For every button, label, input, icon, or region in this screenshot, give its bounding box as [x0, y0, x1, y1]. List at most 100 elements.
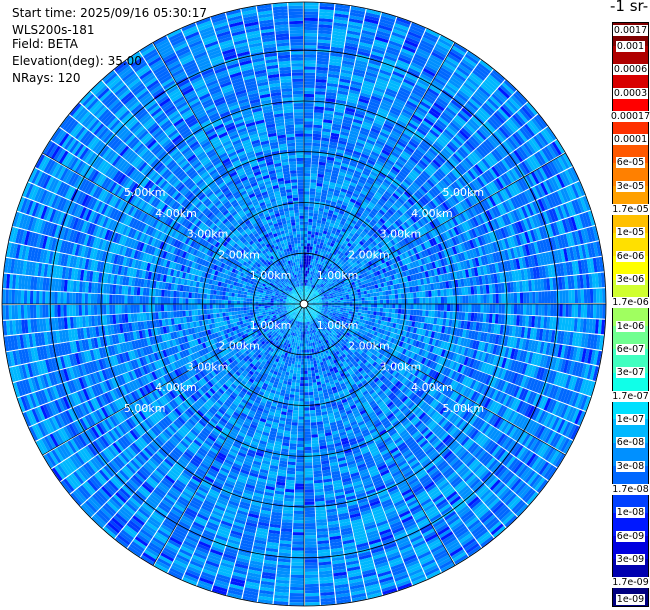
- range-ring-label: 4.00km: [411, 207, 453, 220]
- ray: [304, 126, 557, 304]
- ray: [12, 211, 304, 304]
- range-ring-grid: [1, 1, 607, 607]
- ray: [304, 304, 606, 335]
- ray: [241, 5, 304, 304]
- ray: [91, 304, 304, 529]
- ray: [2, 304, 304, 320]
- range-ring-label: 2.00km: [218, 249, 260, 262]
- azimuth-spoke: [152, 303, 305, 566]
- ray: [210, 12, 304, 304]
- ray: [304, 256, 605, 304]
- ray: [304, 69, 506, 304]
- elevation-text: Elevation(deg): 35.00: [12, 54, 142, 68]
- colorbar-tick-label: 1e-07: [615, 413, 646, 425]
- ray: [304, 195, 591, 304]
- ray: [304, 304, 482, 557]
- colorbar-swatch: [613, 69, 648, 94]
- range-ring-label: 2.00km: [218, 340, 260, 353]
- nrays-text: NRays: 120: [12, 71, 81, 85]
- start-time-text: Start time: 2025/09/16 05:30:17: [12, 6, 207, 20]
- ray: [304, 90, 528, 304]
- ray: [304, 304, 352, 605]
- ray: [304, 304, 442, 580]
- range-ring-label: 1.00km: [250, 269, 292, 282]
- ray: [90, 80, 304, 304]
- ray: [182, 304, 304, 586]
- ray: [28, 304, 304, 442]
- range-ring-label: 4.00km: [155, 381, 197, 394]
- ray: [304, 304, 336, 606]
- range-ring-label: 4.00km: [411, 381, 453, 394]
- ray: [154, 304, 304, 574]
- range-ring-label: 2.00km: [348, 340, 390, 353]
- ray: [304, 304, 427, 586]
- azimuth-spoke: [303, 303, 566, 456]
- range-ring-label: 3.00km: [187, 228, 229, 241]
- ray: [304, 304, 367, 603]
- ray: [304, 2, 319, 304]
- azimuth-spoke: [303, 42, 456, 305]
- ray: [226, 304, 304, 600]
- ray: [43, 304, 304, 469]
- colorbar-tick-label: 6e-09: [615, 530, 646, 542]
- colorbar-tick-label: 3e-08: [615, 460, 646, 472]
- ray: [304, 181, 586, 304]
- ray: [304, 241, 603, 304]
- colorbar-tick-label: 1.7e-05: [611, 204, 650, 216]
- ray: [8, 226, 304, 304]
- ray: [2, 289, 304, 304]
- range-ring-label: 5.00km: [124, 402, 166, 415]
- ray: [50, 127, 304, 304]
- ray: [304, 28, 441, 304]
- ray: [304, 139, 565, 304]
- ray: [304, 210, 596, 304]
- ray: [304, 2, 335, 304]
- ray: [289, 304, 304, 606]
- range-ring-label: 3.00km: [187, 360, 229, 373]
- colorbar-tick-label: 0.00017: [609, 110, 650, 122]
- colorbar-tick-label: 0.0017: [612, 24, 649, 36]
- field-text: Field: BETA: [12, 37, 78, 51]
- ray: [304, 288, 606, 304]
- ray: [304, 304, 455, 573]
- ray: [139, 43, 304, 304]
- ray: [22, 304, 304, 427]
- colorbar-tick-label: 3e-06: [615, 274, 646, 285]
- ray: [304, 304, 558, 481]
- ray: [304, 304, 398, 596]
- ray: [34, 154, 304, 304]
- ray: [5, 304, 304, 367]
- range-ring-label: 2.00km: [348, 249, 390, 262]
- ray: [304, 166, 580, 304]
- ray: [114, 304, 304, 549]
- colorbar-tick-label: 1e-09: [615, 593, 646, 605]
- ray: [256, 3, 304, 304]
- ray: [304, 304, 605, 351]
- ray: [257, 304, 304, 605]
- ray: [304, 304, 592, 412]
- colorbar-tick-label: 6e-07: [615, 344, 646, 355]
- ray: [304, 50, 481, 304]
- colorbar-tick-label: 1.7e-06: [611, 297, 650, 309]
- range-ring-label: 5.00km: [443, 186, 485, 199]
- colorbar-tick-label: 0.0006: [612, 64, 649, 76]
- ray: [304, 272, 606, 304]
- ray: [70, 304, 304, 507]
- ray: [80, 304, 304, 518]
- ray: [140, 304, 304, 566]
- ray: [288, 2, 304, 304]
- ray: [59, 114, 304, 304]
- ray: [304, 304, 603, 366]
- colorbar-tick-label: 0.001: [615, 40, 646, 52]
- ray: [304, 304, 383, 600]
- ray: [304, 42, 468, 304]
- azimuth-spoke: [303, 303, 456, 566]
- ray: [51, 304, 304, 482]
- ray: [3, 304, 304, 352]
- ray: [304, 304, 539, 506]
- ray: [304, 304, 320, 606]
- ray: [304, 153, 573, 304]
- ray: [69, 102, 304, 304]
- ray: [2, 273, 304, 304]
- colorbar-tick-label: 1e-08: [615, 507, 646, 519]
